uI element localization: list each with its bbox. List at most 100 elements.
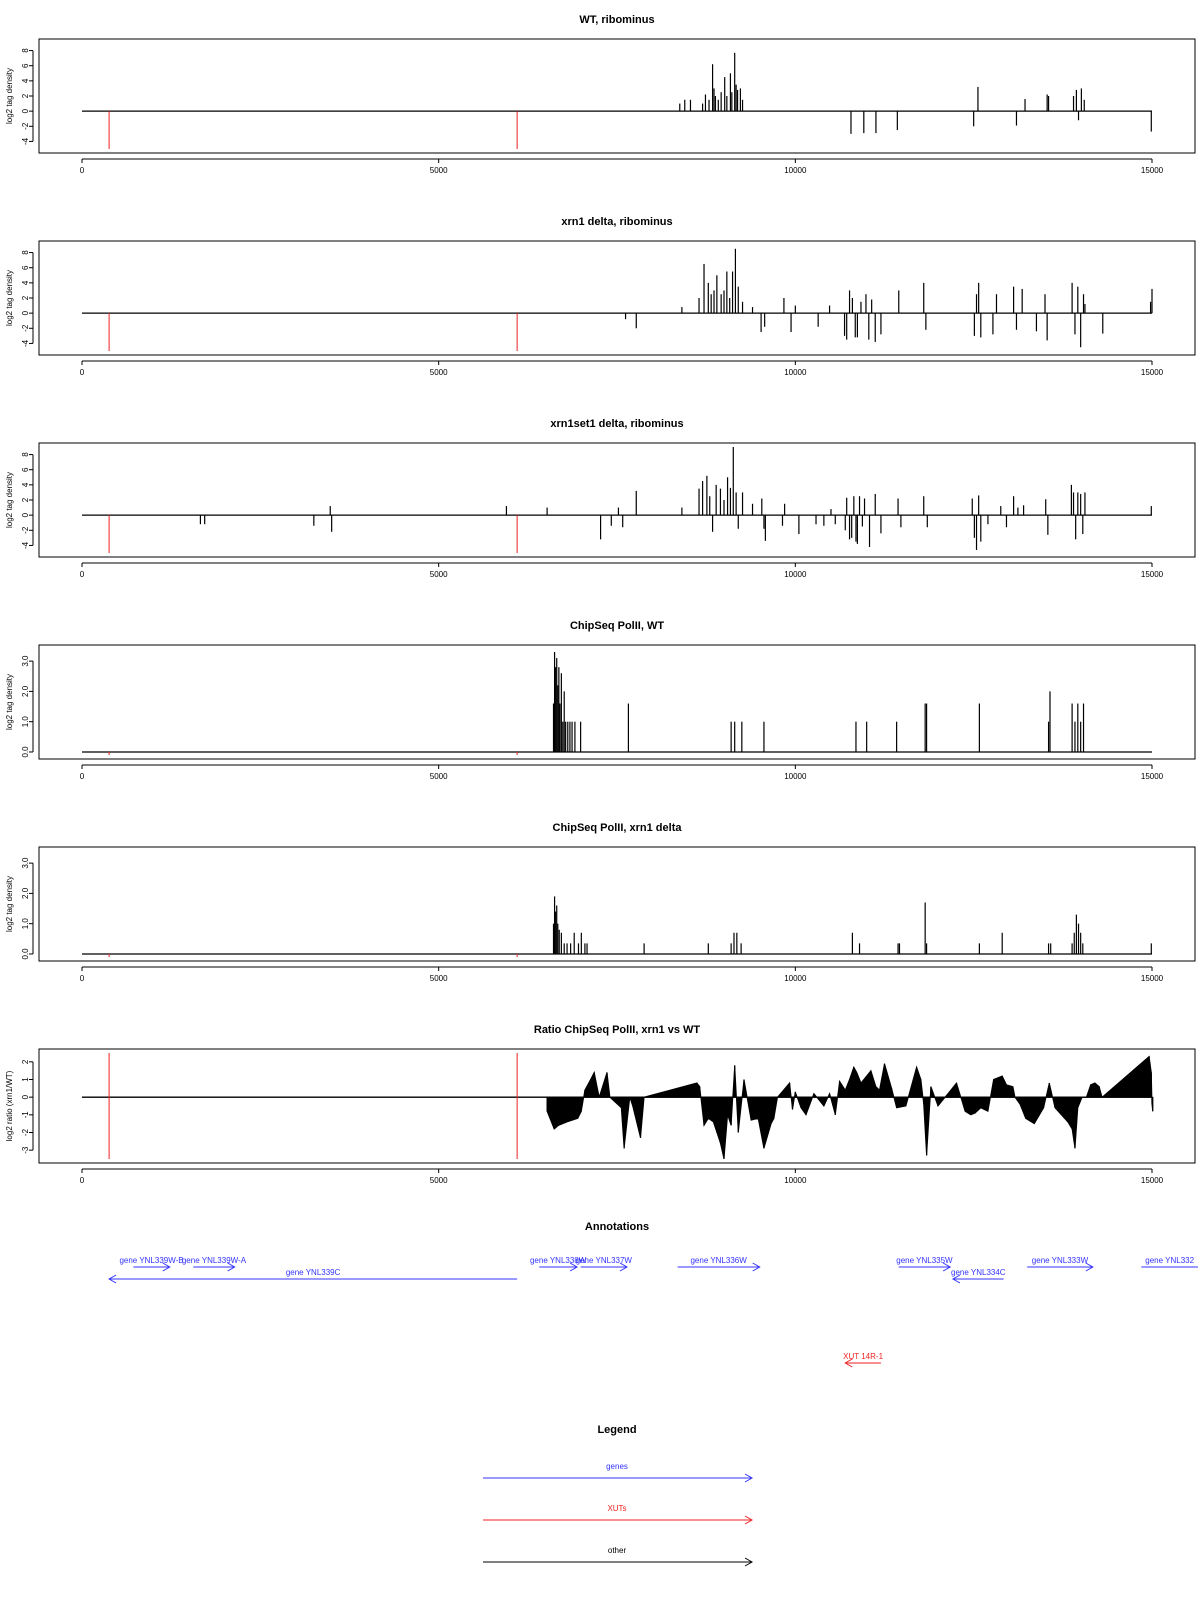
x-tick-label: 10000 bbox=[784, 974, 807, 983]
y-tick-label: -2 bbox=[21, 1128, 30, 1136]
x-tick-label: 10000 bbox=[784, 1176, 807, 1185]
annotation-label: gene YNL338W bbox=[530, 1256, 587, 1265]
y-axis-label: log2 tag density bbox=[5, 472, 14, 528]
y-tick-label: 2.0 bbox=[21, 887, 30, 899]
y-tick-label: 4 bbox=[21, 482, 30, 487]
annotation-label: gene YNL336W bbox=[690, 1256, 747, 1265]
chart-panel-3: xrn1set1 delta, ribominus -4 -2 0 2 4 6 8 log2 t… bbox=[5, 418, 1196, 579]
y-tick-label: -2 bbox=[21, 526, 30, 534]
chart-panel-1: WT, ribominus -4 -2 0 2 4 6 8 log2 tag density 0 5… bbox=[5, 14, 1196, 175]
y-tick-label: 3.0 bbox=[21, 655, 30, 667]
annotation-gene-ynl335w: gene YNL335W bbox=[896, 1256, 953, 1272]
legend-label: other bbox=[608, 1546, 627, 1555]
plot-frame bbox=[38, 240, 1196, 356]
chart-title: WT, ribominus bbox=[579, 14, 654, 26]
y-tick-label: 4 bbox=[21, 280, 30, 285]
y-tick-label: -4 bbox=[21, 339, 30, 347]
y-tick-label: 6 bbox=[21, 63, 30, 68]
ratio-area bbox=[546, 1055, 1154, 1160]
annotation-label: gene YNL337W bbox=[576, 1256, 633, 1265]
y-tick-label: 1.0 bbox=[21, 716, 30, 728]
arrow-head-icon bbox=[942, 1262, 952, 1272]
annotation-gene-ynl332: gene YNL332 bbox=[1141, 1256, 1198, 1268]
y-tick-label: 2 bbox=[21, 93, 30, 98]
legend-label: XUTs bbox=[607, 1504, 626, 1513]
y-tick-label: 2 bbox=[21, 497, 30, 502]
plot-frame bbox=[38, 38, 1196, 154]
arrow-head-icon bbox=[162, 1262, 171, 1272]
chart-panel-5: ChipSeq PolII, xrn1 delta 0.0 1.0 2.0 3.0 log… bbox=[5, 822, 1196, 983]
legend-item-gene: genes bbox=[483, 1462, 754, 1483]
legend: Legend genes XUTs other bbox=[483, 1424, 754, 1567]
chart-title: xrn1 delta, ribominus bbox=[561, 216, 672, 228]
y-tick-label: 2 bbox=[21, 295, 30, 300]
x-tick-label: 10000 bbox=[784, 570, 807, 579]
x-tick-label: 15000 bbox=[1141, 570, 1164, 579]
y-tick-label: 8 bbox=[21, 48, 30, 53]
x-tick-label: 15000 bbox=[1141, 974, 1164, 983]
chart-title: Ratio ChipSeq PolII, xrn1 vs WT bbox=[534, 1024, 701, 1036]
arrow-head-icon bbox=[619, 1262, 628, 1272]
y-tick-label: -1 bbox=[21, 1111, 30, 1119]
x-tick-label: 15000 bbox=[1141, 1176, 1164, 1185]
annotation-label: gene YNL339W-B bbox=[119, 1256, 183, 1265]
y-tick-label: 6 bbox=[21, 265, 30, 270]
y-tick-label: -4 bbox=[21, 541, 30, 549]
x-tick-label: 10000 bbox=[784, 166, 807, 175]
x-tick-label: 0 bbox=[80, 570, 85, 579]
x-tick-label: 10000 bbox=[784, 772, 807, 781]
y-tick-label: 0 bbox=[21, 310, 30, 315]
y-tick-label: 0 bbox=[21, 1094, 30, 1099]
y-tick-label: 1.0 bbox=[21, 918, 30, 930]
annotation-gene-ynl339c: gene YNL339C bbox=[108, 1268, 518, 1284]
x-tick-label: 15000 bbox=[1141, 368, 1164, 377]
y-tick-label: -2 bbox=[21, 324, 30, 332]
x-tick-label: 5000 bbox=[430, 1176, 448, 1185]
arrow-head-icon bbox=[227, 1262, 236, 1272]
annotation-gene-ynl339w-b: gene YNL339W-B bbox=[119, 1256, 184, 1272]
annotation-gene-ynl333w: gene YNL333W bbox=[1027, 1256, 1094, 1272]
y-tick-label: 1 bbox=[21, 1077, 30, 1082]
annotation-gene-ynl336w: gene YNL336W bbox=[677, 1256, 761, 1272]
y-tick-label: -4 bbox=[21, 137, 30, 145]
chart-title: ChipSeq PolII, WT bbox=[570, 620, 664, 632]
y-tick-label: 0.0 bbox=[21, 948, 30, 960]
y-tick-label: 0 bbox=[21, 512, 30, 517]
y-tick-label: 0.0 bbox=[21, 746, 30, 758]
arrow-head-icon bbox=[951, 1274, 961, 1284]
legend-label: genes bbox=[606, 1462, 628, 1471]
y-tick-label: 2 bbox=[21, 1059, 30, 1064]
annotation-label: gene YNL334C bbox=[951, 1268, 1006, 1277]
plot-frame bbox=[38, 846, 1196, 962]
arrow-head-icon bbox=[744, 1473, 754, 1483]
x-tick-label: 0 bbox=[80, 368, 85, 377]
legend-item-xut: XUTs bbox=[483, 1504, 754, 1525]
plot-frame bbox=[38, 644, 1196, 760]
chart-panel-4: ChipSeq PolII, WT 0.0 1.0 2.0 3.0 log2 tag de… bbox=[5, 620, 1196, 781]
annotation-label: XUT 14R-1 bbox=[843, 1352, 883, 1361]
annotation-label: gene YNL332 bbox=[1145, 1256, 1194, 1265]
annotation-gene-ynl337w: gene YNL337W bbox=[576, 1256, 633, 1272]
y-axis-label: log2 tag density bbox=[5, 270, 14, 326]
y-axis-label: log2 tag density bbox=[5, 674, 14, 730]
x-tick-label: 15000 bbox=[1141, 166, 1164, 175]
arrow-head-icon bbox=[744, 1515, 754, 1525]
x-tick-label: 5000 bbox=[430, 974, 448, 983]
x-tick-label: 5000 bbox=[430, 570, 448, 579]
annotation-label: gene YNL339C bbox=[286, 1268, 341, 1277]
y-axis-label: log2 ratio (xrn1/WT) bbox=[5, 1070, 14, 1141]
chart-panel-6: Ratio ChipSeq PolII, xrn1 vs WT -3 -2 -1 0 1 2… bbox=[5, 1024, 1196, 1185]
annotation-gene-ynl338w: gene YNL338W bbox=[530, 1256, 587, 1272]
y-tick-label: 8 bbox=[21, 250, 30, 255]
annotation-label: gene YNL335W bbox=[896, 1256, 953, 1265]
arrow-head-icon bbox=[844, 1358, 853, 1368]
y-axis-label: log2 tag density bbox=[5, 68, 14, 124]
annotation-gene-ynl334c: gene YNL334C bbox=[951, 1268, 1006, 1284]
x-tick-label: 0 bbox=[80, 1176, 85, 1185]
y-tick-label: -2 bbox=[21, 122, 30, 130]
x-tick-label: 5000 bbox=[430, 166, 448, 175]
arrow-head-icon bbox=[744, 1557, 754, 1567]
y-axis-label: log2 tag density bbox=[5, 876, 14, 932]
